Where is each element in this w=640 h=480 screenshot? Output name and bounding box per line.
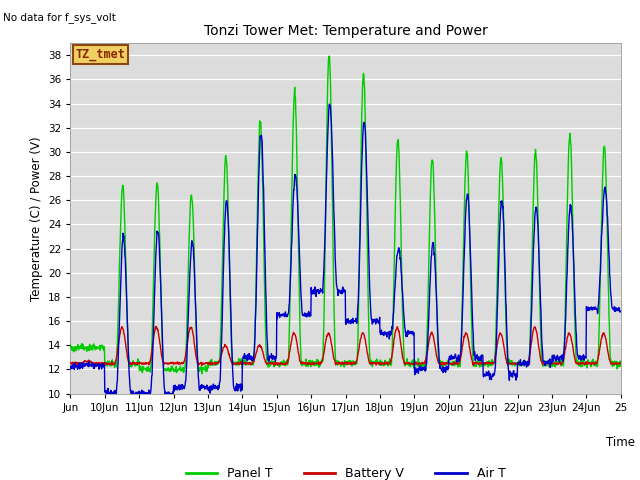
X-axis label: Time: Time	[606, 436, 636, 449]
Y-axis label: Temperature (C) / Power (V): Temperature (C) / Power (V)	[29, 136, 43, 300]
Text: TZ_tmet: TZ_tmet	[76, 48, 125, 61]
Legend: Panel T, Battery V, Air T: Panel T, Battery V, Air T	[180, 462, 511, 480]
Text: No data for f_sys_volt: No data for f_sys_volt	[3, 12, 116, 23]
Title: Tonzi Tower Met: Temperature and Power: Tonzi Tower Met: Temperature and Power	[204, 24, 488, 38]
